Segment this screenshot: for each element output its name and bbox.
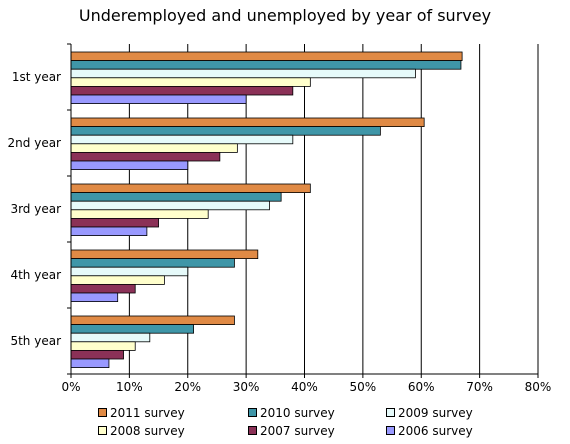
- bar: [70, 134, 294, 145]
- bar: [70, 192, 282, 202]
- bar: [70, 266, 189, 277]
- x-tick-label: 70%: [466, 380, 493, 394]
- bar: [70, 126, 381, 136]
- chart-title: Underemployed and unemployed by year of …: [78, 6, 492, 25]
- category-label: 3rd year: [10, 202, 61, 216]
- bar: [70, 151, 221, 162]
- bar: [70, 324, 194, 334]
- legend-swatch: [98, 426, 107, 435]
- bar: [70, 117, 425, 128]
- x-tick-label: 20%: [174, 380, 201, 394]
- bar: [70, 86, 294, 96]
- bar: [70, 315, 235, 326]
- bar: [70, 341, 136, 351]
- bar: [70, 68, 416, 79]
- bar: [70, 143, 238, 153]
- legend-label: 2009 survey: [398, 406, 473, 420]
- legend-label: 2006 survey: [398, 424, 473, 438]
- legend-swatch: [386, 408, 395, 417]
- legend-item: 2008 survey: [98, 424, 185, 438]
- legend-item: 2007 survey: [248, 424, 335, 438]
- x-tick-label: 10%: [116, 380, 143, 394]
- x-tick-label: 40%: [291, 380, 318, 394]
- bar: [70, 94, 247, 105]
- legend-item: 2010 survey: [248, 406, 335, 420]
- legend-item: 2006 survey: [386, 424, 473, 438]
- x-tick-label: 30%: [233, 380, 260, 394]
- x-tick-label: 50%: [350, 380, 377, 394]
- bar: [70, 183, 311, 194]
- bar: [70, 226, 148, 237]
- bar: [70, 200, 270, 211]
- bar: [70, 258, 235, 268]
- category-label: 2nd year: [8, 136, 62, 150]
- category-label: 1st year: [12, 70, 61, 84]
- legend-label: 2011 survey: [110, 406, 185, 420]
- bar: [70, 51, 463, 62]
- legend-swatch: [386, 426, 395, 435]
- bar: [70, 217, 159, 228]
- legend-label: 2008 survey: [110, 424, 185, 438]
- category-label: 4th year: [10, 268, 61, 282]
- bar: [70, 160, 189, 171]
- bar: [70, 209, 209, 219]
- x-tick-label: 0%: [61, 380, 80, 394]
- category-label: 5th year: [10, 334, 61, 348]
- x-tick-label: 80%: [525, 380, 552, 394]
- bar: [70, 249, 259, 260]
- bar: [70, 292, 119, 303]
- bar: [70, 349, 124, 360]
- legend-item: 2009 survey: [386, 406, 473, 420]
- bar: [70, 332, 151, 343]
- legend-swatch: [248, 426, 257, 435]
- bar: [70, 275, 165, 285]
- legend-label: 2007 survey: [260, 424, 335, 438]
- legend-item: 2011 survey: [98, 406, 185, 420]
- legend-swatch: [98, 408, 107, 417]
- bar: [70, 358, 110, 369]
- bar: [70, 283, 136, 294]
- legend-label: 2010 survey: [260, 406, 335, 420]
- bar: [70, 60, 462, 70]
- legend-swatch: [248, 408, 257, 417]
- x-tick-label: 60%: [408, 380, 435, 394]
- bar: [70, 77, 311, 87]
